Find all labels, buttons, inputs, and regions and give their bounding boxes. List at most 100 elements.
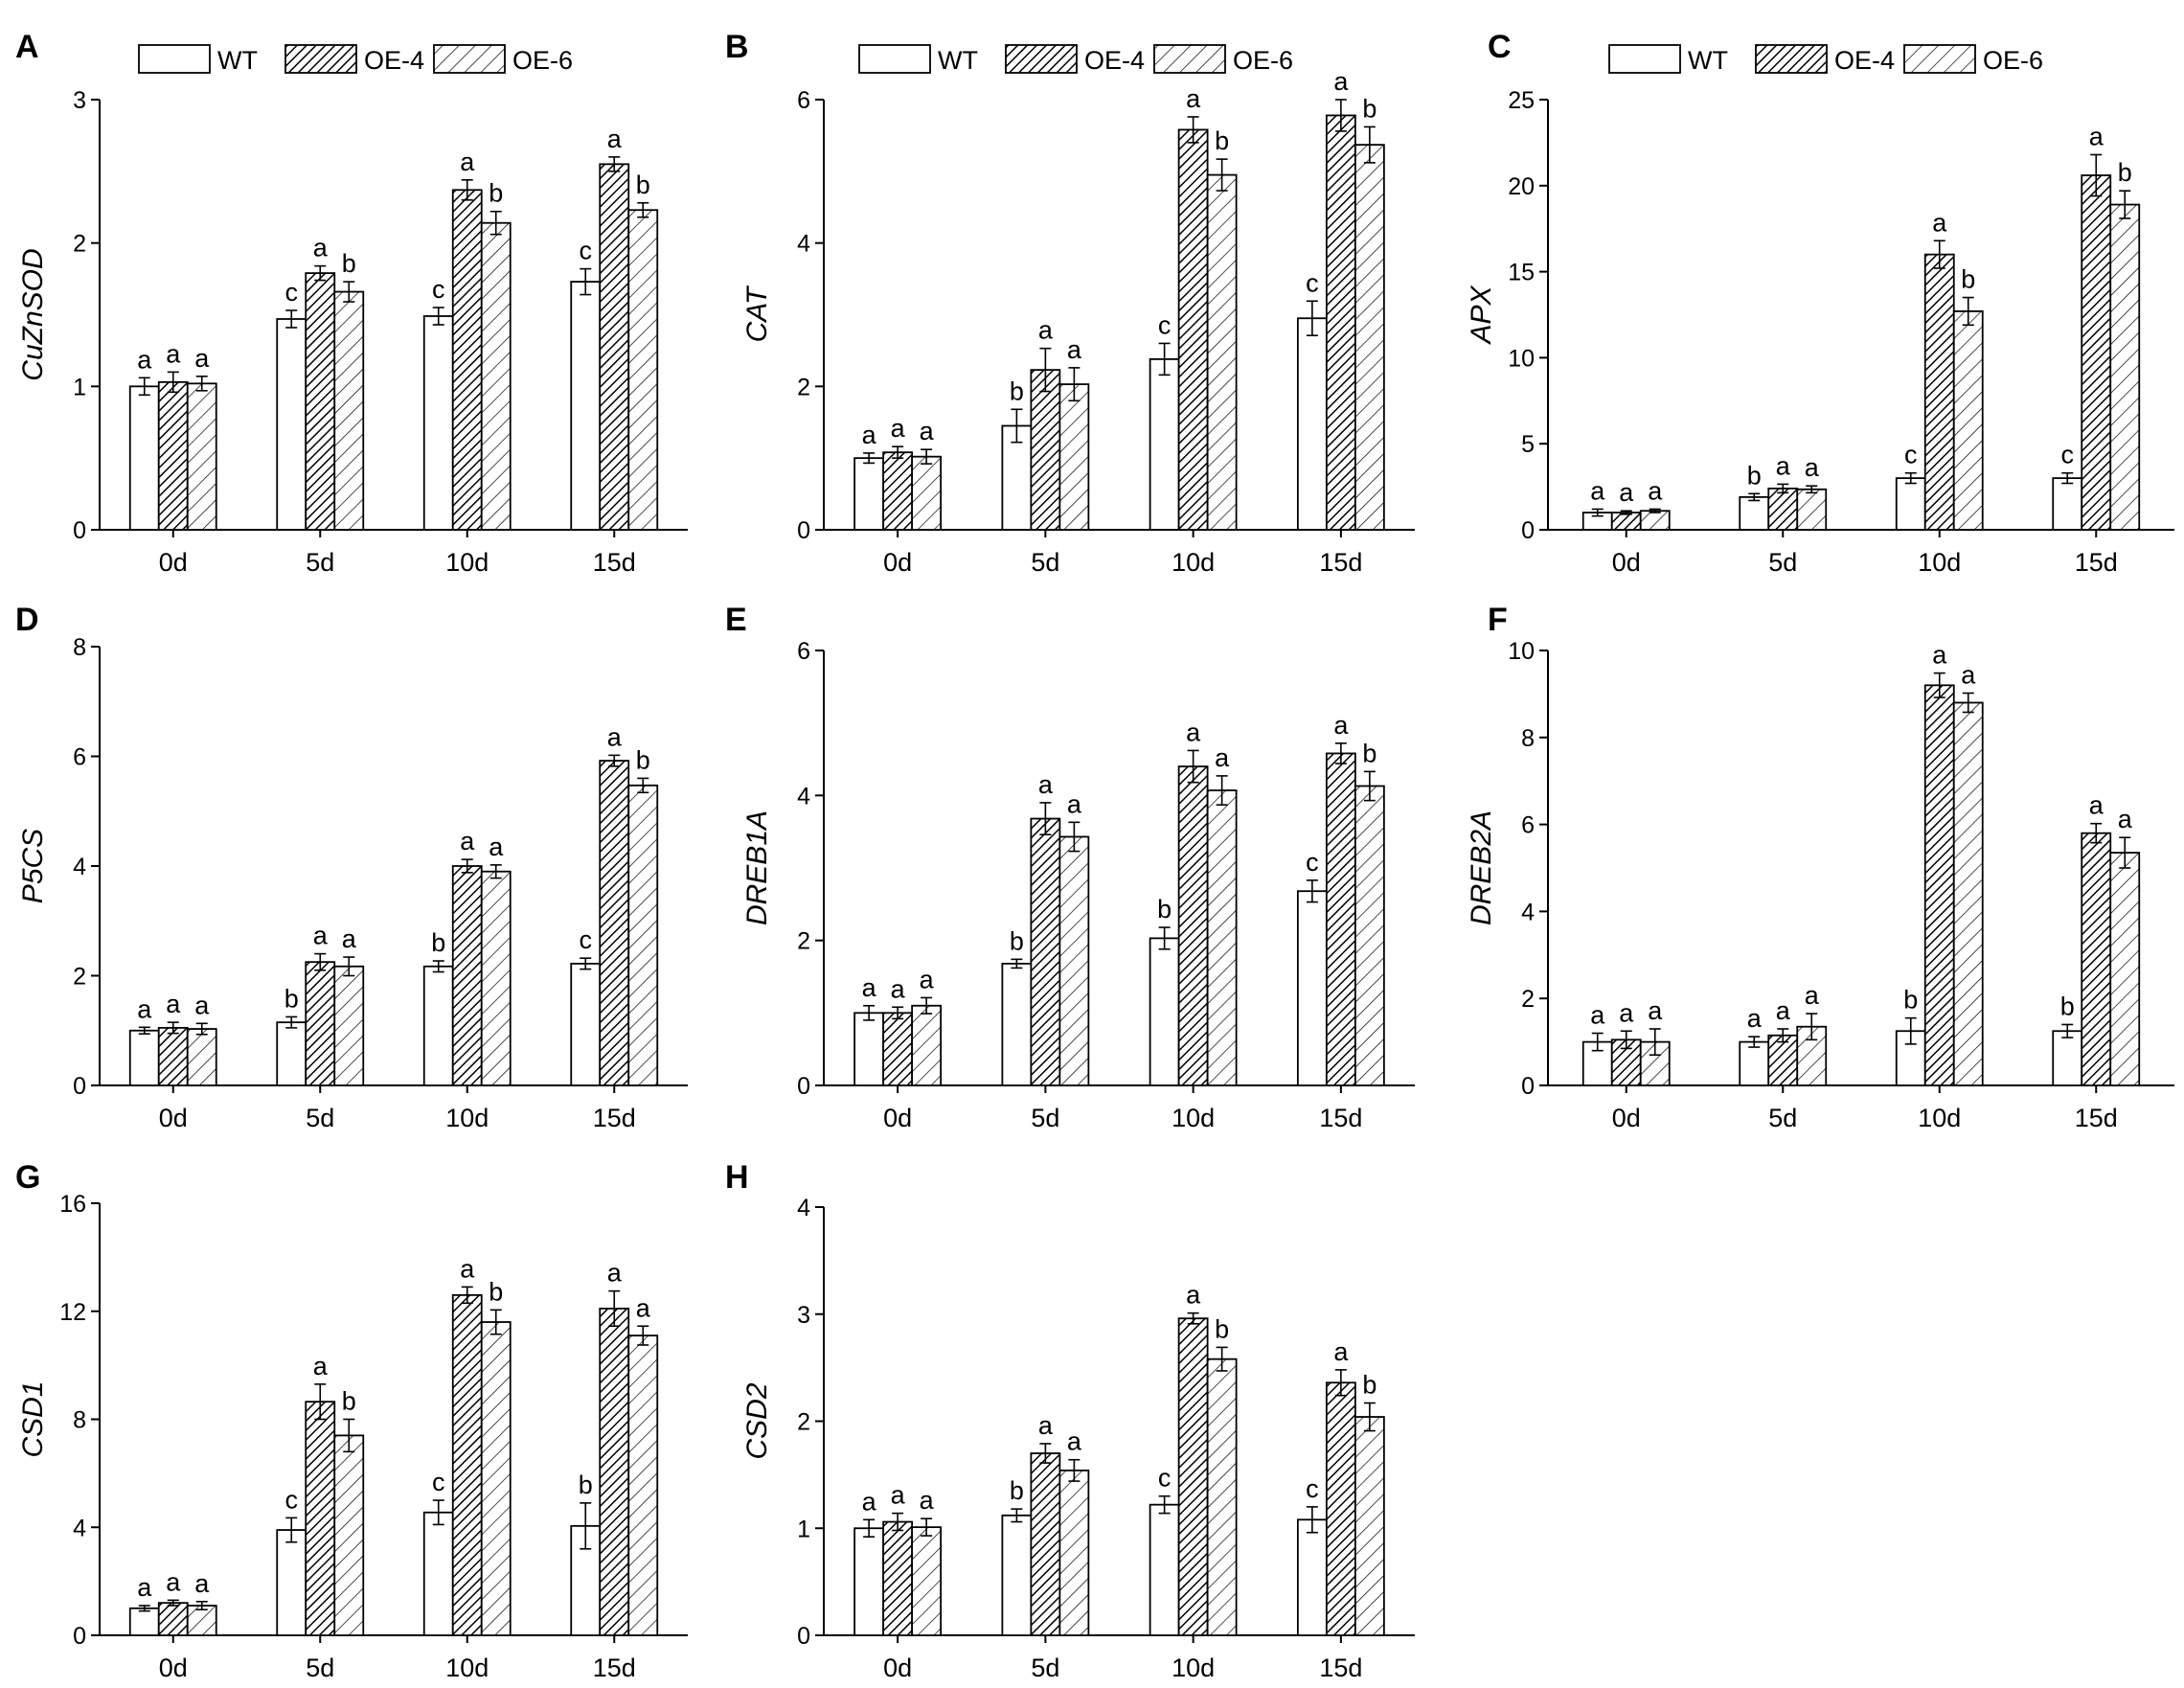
y-tick-label: 1 (73, 374, 86, 400)
legend-label-oe-4: OE-4 (1834, 46, 1895, 75)
bar-wt (1001, 424, 1033, 531)
significance-letter: a (1648, 996, 1663, 1025)
bar-oe-6 (627, 784, 659, 1086)
x-tick-label: 10d (1172, 548, 1215, 577)
bar-oe-6 (333, 290, 365, 531)
significance-letter: a (194, 991, 210, 1019)
bar-oe-6 (911, 455, 943, 531)
significance-letter: b (489, 1277, 503, 1306)
significance-letter: c (285, 278, 299, 307)
bar-wt (276, 1021, 307, 1086)
bar-oe-6 (627, 209, 659, 531)
significance-letter: a (1333, 67, 1349, 96)
significance-letter: b (489, 179, 503, 208)
legend-swatch-oe-6 (1903, 44, 1976, 74)
significance-letter: c (285, 1485, 299, 1514)
x-tick-label: 15d (2075, 1104, 2118, 1132)
significance-letter: a (891, 414, 906, 443)
significance-letter: c (1306, 848, 1319, 877)
legend-swatch-oe-4 (284, 44, 357, 74)
panel-label: D (15, 602, 39, 638)
bar-wt (2052, 1030, 2083, 1086)
x-tick-label: 0d (1612, 1104, 1641, 1132)
y-tick-label: 4 (1521, 899, 1535, 925)
bar-oe-4 (157, 380, 189, 531)
bar-oe-6 (1058, 1470, 1090, 1636)
significance-letter: a (862, 973, 877, 1002)
legend-label-oe-6: OE-6 (1233, 46, 1293, 75)
x-tick-label: 10d (445, 1104, 489, 1132)
bar-oe-6 (1952, 701, 1984, 1086)
y-tick-label: 0 (797, 1623, 810, 1650)
significance-letter: a (1747, 1004, 1763, 1033)
bar-oe-6 (911, 1004, 943, 1086)
significance-letter: a (1067, 335, 1082, 364)
bar-oe-4 (2081, 832, 2112, 1086)
significance-letter: a (1186, 1281, 1201, 1310)
bar-oe-4 (1177, 1317, 1209, 1636)
x-tick-label: 0d (883, 548, 912, 577)
bar-oe-4 (1030, 369, 1061, 531)
bar-wt (1739, 495, 1770, 531)
y-tick-label: 6 (73, 744, 86, 771)
legend-label-wt: WT (217, 46, 258, 75)
y-tick-label: 20 (1508, 173, 1535, 200)
bar-oe-4 (157, 1602, 189, 1636)
significance-letter: c (580, 925, 593, 954)
significance-letter: c (2061, 441, 2075, 469)
bar-wt (2052, 477, 2083, 531)
legend-swatch-oe-4 (1005, 44, 1078, 74)
bar-oe-4 (451, 1293, 483, 1636)
significance-letter: a (1333, 1337, 1349, 1366)
x-tick-label: 5d (306, 548, 334, 577)
bar-oe-4 (305, 272, 336, 531)
significance-letter: a (920, 417, 935, 445)
significance-letter: a (1776, 451, 1791, 480)
significance-letter: a (1186, 718, 1201, 746)
significance-letter: a (1038, 770, 1054, 799)
bar-oe-6 (480, 221, 512, 531)
y-tick-label: 4 (797, 231, 810, 258)
bar-oe-6 (1058, 835, 1090, 1086)
y-tick-label: 2 (73, 964, 86, 991)
y-axis-label: CAT (741, 285, 773, 342)
bar-oe-4 (2081, 174, 2112, 531)
bar-oe-4 (1923, 253, 1955, 531)
significance-letter: a (862, 421, 877, 449)
significance-letter: a (1590, 1001, 1605, 1030)
significance-letter: a (313, 234, 329, 262)
x-tick-label: 15d (2075, 548, 2118, 577)
x-tick-label: 10d (1172, 1104, 1215, 1132)
significance-letter: a (1038, 1411, 1054, 1440)
y-tick-label: 2 (797, 1409, 810, 1436)
significance-letter: a (166, 1567, 181, 1596)
bar-wt (570, 281, 602, 531)
significance-letter: a (1038, 316, 1054, 345)
bar-oe-4 (1325, 752, 1356, 1086)
legend-swatch-oe-6 (433, 44, 506, 74)
significance-letter: b (342, 1387, 356, 1416)
y-tick-label: 0 (797, 517, 810, 544)
significance-letter: a (1619, 998, 1634, 1027)
significance-letter: b (1010, 1476, 1024, 1505)
significance-letter: a (1067, 1427, 1082, 1456)
bar-wt (853, 1527, 885, 1636)
significance-letter: a (1648, 476, 1663, 505)
bar-oe-6 (1354, 144, 1385, 531)
x-tick-label: 15d (593, 1654, 636, 1682)
y-tick-label: 10 (1508, 345, 1535, 372)
legend-label-oe-4: OE-4 (1084, 46, 1145, 75)
significance-letter: a (636, 1293, 651, 1322)
bar-oe-6 (480, 870, 512, 1086)
significance-letter: c (1904, 441, 1918, 469)
panel-label: G (15, 1159, 40, 1196)
significance-letter: a (920, 1486, 935, 1515)
y-tick-label: 0 (73, 517, 86, 544)
significance-letter: a (862, 1487, 877, 1516)
bar-oe-6 (2109, 852, 2141, 1086)
legend-swatch-wt (858, 44, 931, 74)
significance-letter: a (460, 1254, 475, 1283)
bar-wt (128, 385, 160, 531)
